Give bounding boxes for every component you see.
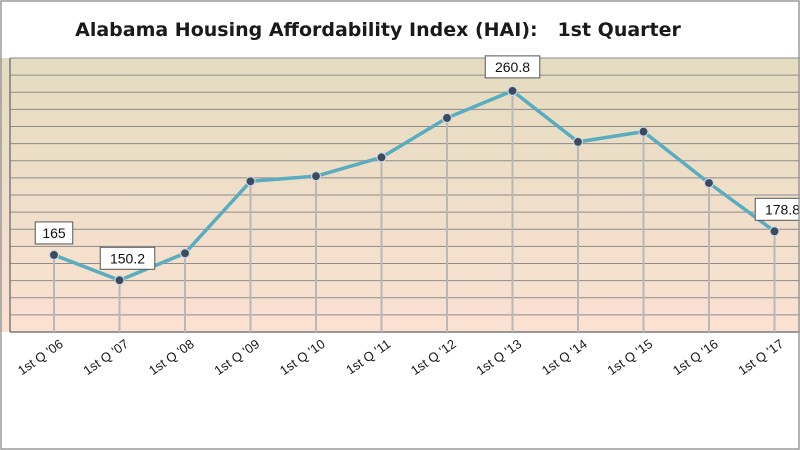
- series-line: [53, 89, 776, 283]
- x-tick-label: 1st Q '16: [670, 336, 721, 378]
- data-label-box: [484, 55, 541, 79]
- data-label-text: 260.8: [495, 59, 530, 75]
- data-labels: 165 150.2 260.8 178.8: [34, 55, 800, 270]
- data-point: [769, 226, 780, 237]
- data-point: [179, 248, 191, 259]
- data-label-box: [754, 197, 800, 221]
- data-label-text: 178.8: [765, 201, 800, 217]
- x-tick-label: 1st Q '06: [15, 336, 66, 378]
- data-point: [376, 152, 387, 163]
- data-point: [572, 136, 584, 148]
- x-tick-label: 1st Q '11: [343, 336, 393, 377]
- data-point: [703, 177, 715, 189]
- data-point: [507, 85, 518, 96]
- x-tick-label: 1st Q '15: [604, 336, 655, 378]
- x-tick-label: 1st Q '08: [146, 336, 197, 378]
- x-tick-label: 1st Q '10: [277, 336, 328, 378]
- data-point: [245, 176, 256, 187]
- data-label-text: 165: [42, 225, 66, 241]
- x-tick-label: 1st Q '12: [408, 336, 459, 378]
- series-layer: [53, 89, 776, 283]
- data-label: 178.8: [754, 197, 800, 221]
- data-label: 150.2: [99, 246, 156, 270]
- chart-title: Alabama Housing Affordability Index (HAI…: [75, 19, 681, 41]
- markers: [48, 85, 780, 286]
- x-axis-ticks: 1st Q '06 1st Q '07 1st Q '08 1st Q '09 1st …: [15, 336, 786, 378]
- data-point: [638, 126, 649, 137]
- data-label: 165: [34, 221, 74, 245]
- x-tick-label: 1st Q '13: [473, 336, 524, 378]
- drop-lines: [53, 90, 776, 332]
- data-label: 260.8: [484, 55, 541, 79]
- data-label-box: [99, 246, 156, 270]
- x-tick-label: 1st Q '07: [80, 336, 131, 378]
- data-label-box: [34, 221, 74, 245]
- x-tick-label: 1st Q '09: [211, 336, 262, 378]
- data-label-text: 150.2: [110, 250, 145, 266]
- data-point: [310, 171, 322, 182]
- data-point: [441, 112, 453, 124]
- data-point: [114, 275, 125, 286]
- data-point: [48, 249, 60, 261]
- x-tick-label: 1st Q '17: [735, 336, 786, 378]
- x-tick-label: 1st Q '14: [539, 336, 590, 378]
